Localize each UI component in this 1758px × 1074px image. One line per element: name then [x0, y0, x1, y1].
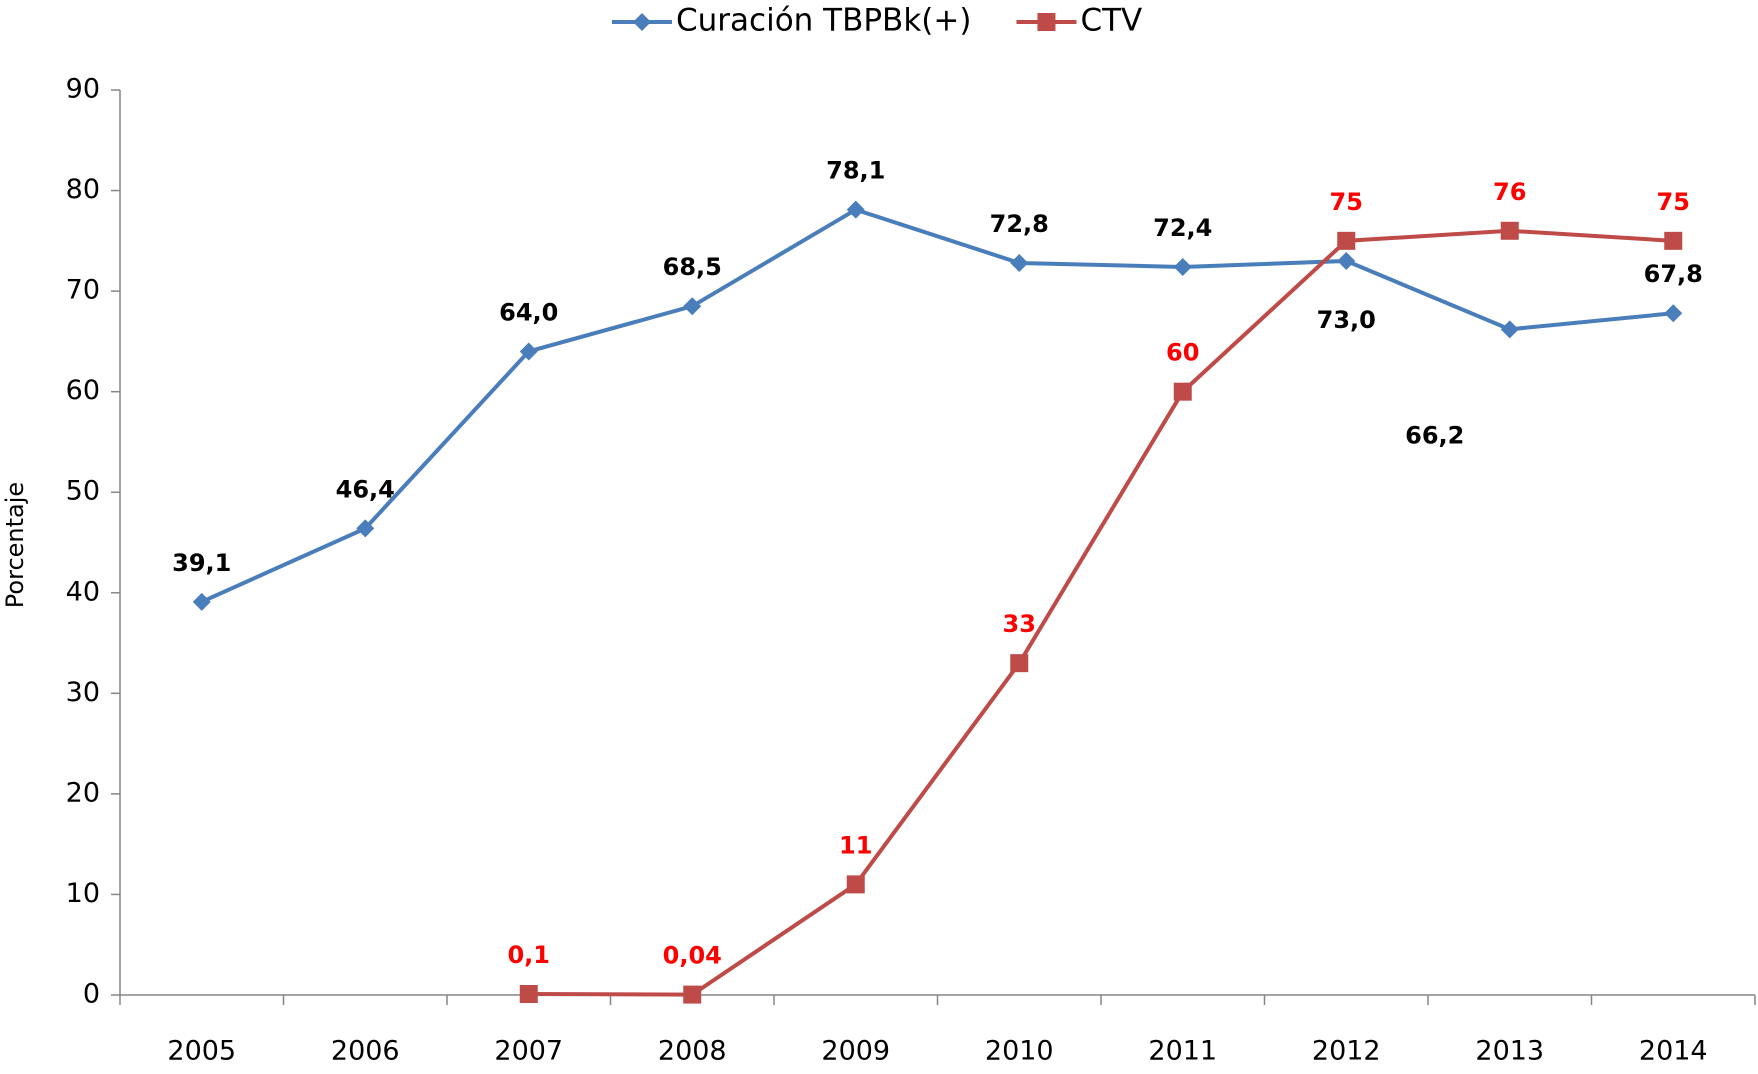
marker: [519, 984, 538, 1003]
y-tick-label: 20: [66, 777, 100, 808]
marker: [846, 200, 865, 219]
value-label: 67,8: [1644, 260, 1703, 288]
value-label: 64,0: [499, 298, 558, 326]
value-label: 60: [1166, 339, 1199, 367]
y-tick-label: 80: [66, 174, 100, 205]
x-tick-label: 2006: [331, 1036, 400, 1067]
y-tick-label: 40: [66, 576, 100, 607]
x-tick-label: 2008: [658, 1036, 727, 1067]
y-tick-label: 30: [66, 677, 100, 708]
value-label: 11: [839, 831, 872, 859]
marker: [683, 985, 702, 1004]
x-tick-label: 2009: [821, 1036, 890, 1067]
y-tick-label: 60: [66, 375, 100, 406]
legend-label: Curación TBPBk(+): [676, 3, 971, 39]
marker: [192, 592, 211, 611]
legend-label: CTV: [1080, 3, 1142, 39]
value-label: 76: [1493, 178, 1526, 206]
x-tick-label: 2011: [1148, 1036, 1217, 1067]
value-label: 75: [1657, 188, 1690, 216]
x-tick-label: 2010: [985, 1036, 1054, 1067]
marker: [1337, 231, 1356, 250]
marker: [1010, 253, 1029, 272]
marker: [1010, 654, 1029, 673]
y-tick-label: 50: [66, 476, 100, 507]
value-label: 73,0: [1317, 306, 1376, 334]
marker: [1337, 251, 1356, 270]
value-label: 72,8: [990, 210, 1049, 238]
y-tick-label: 10: [66, 878, 100, 909]
value-label: 0,1: [507, 941, 550, 969]
value-label: 72,4: [1153, 214, 1212, 242]
marker: [519, 342, 538, 361]
y-tick-label: 0: [83, 979, 100, 1010]
marker: [1664, 231, 1683, 250]
x-tick-label: 2013: [1475, 1036, 1544, 1067]
series-line: [528, 228, 1674, 997]
value-label: 68,5: [663, 253, 722, 281]
legend-marker: [1037, 13, 1056, 31]
marker: [1173, 257, 1192, 276]
x-tick-label: 2012: [1312, 1036, 1381, 1067]
x-tick-label: 2014: [1639, 1036, 1708, 1067]
x-tick-label: 2007: [494, 1036, 563, 1067]
value-label: 0,04: [663, 942, 722, 970]
marker: [846, 875, 865, 894]
value-label: 39,1: [172, 549, 231, 577]
value-label: 33: [1003, 610, 1036, 638]
marker: [1664, 304, 1683, 323]
y-axis-label: Porcentaje: [1, 482, 29, 608]
series-line: [200, 207, 1674, 604]
marker: [1500, 320, 1519, 339]
marker: [356, 519, 375, 538]
value-label: 78,1: [826, 157, 885, 185]
value-label: 46,4: [336, 475, 395, 503]
y-tick-label: 90: [66, 74, 100, 105]
legend-marker: [633, 13, 651, 31]
y-tick-label: 70: [66, 275, 100, 306]
value-label: 66,2: [1405, 421, 1464, 449]
marker: [1173, 382, 1192, 401]
marker: [683, 297, 702, 316]
x-tick-label: 2005: [167, 1036, 236, 1067]
value-label: 75: [1330, 188, 1363, 216]
marker: [1500, 221, 1519, 240]
